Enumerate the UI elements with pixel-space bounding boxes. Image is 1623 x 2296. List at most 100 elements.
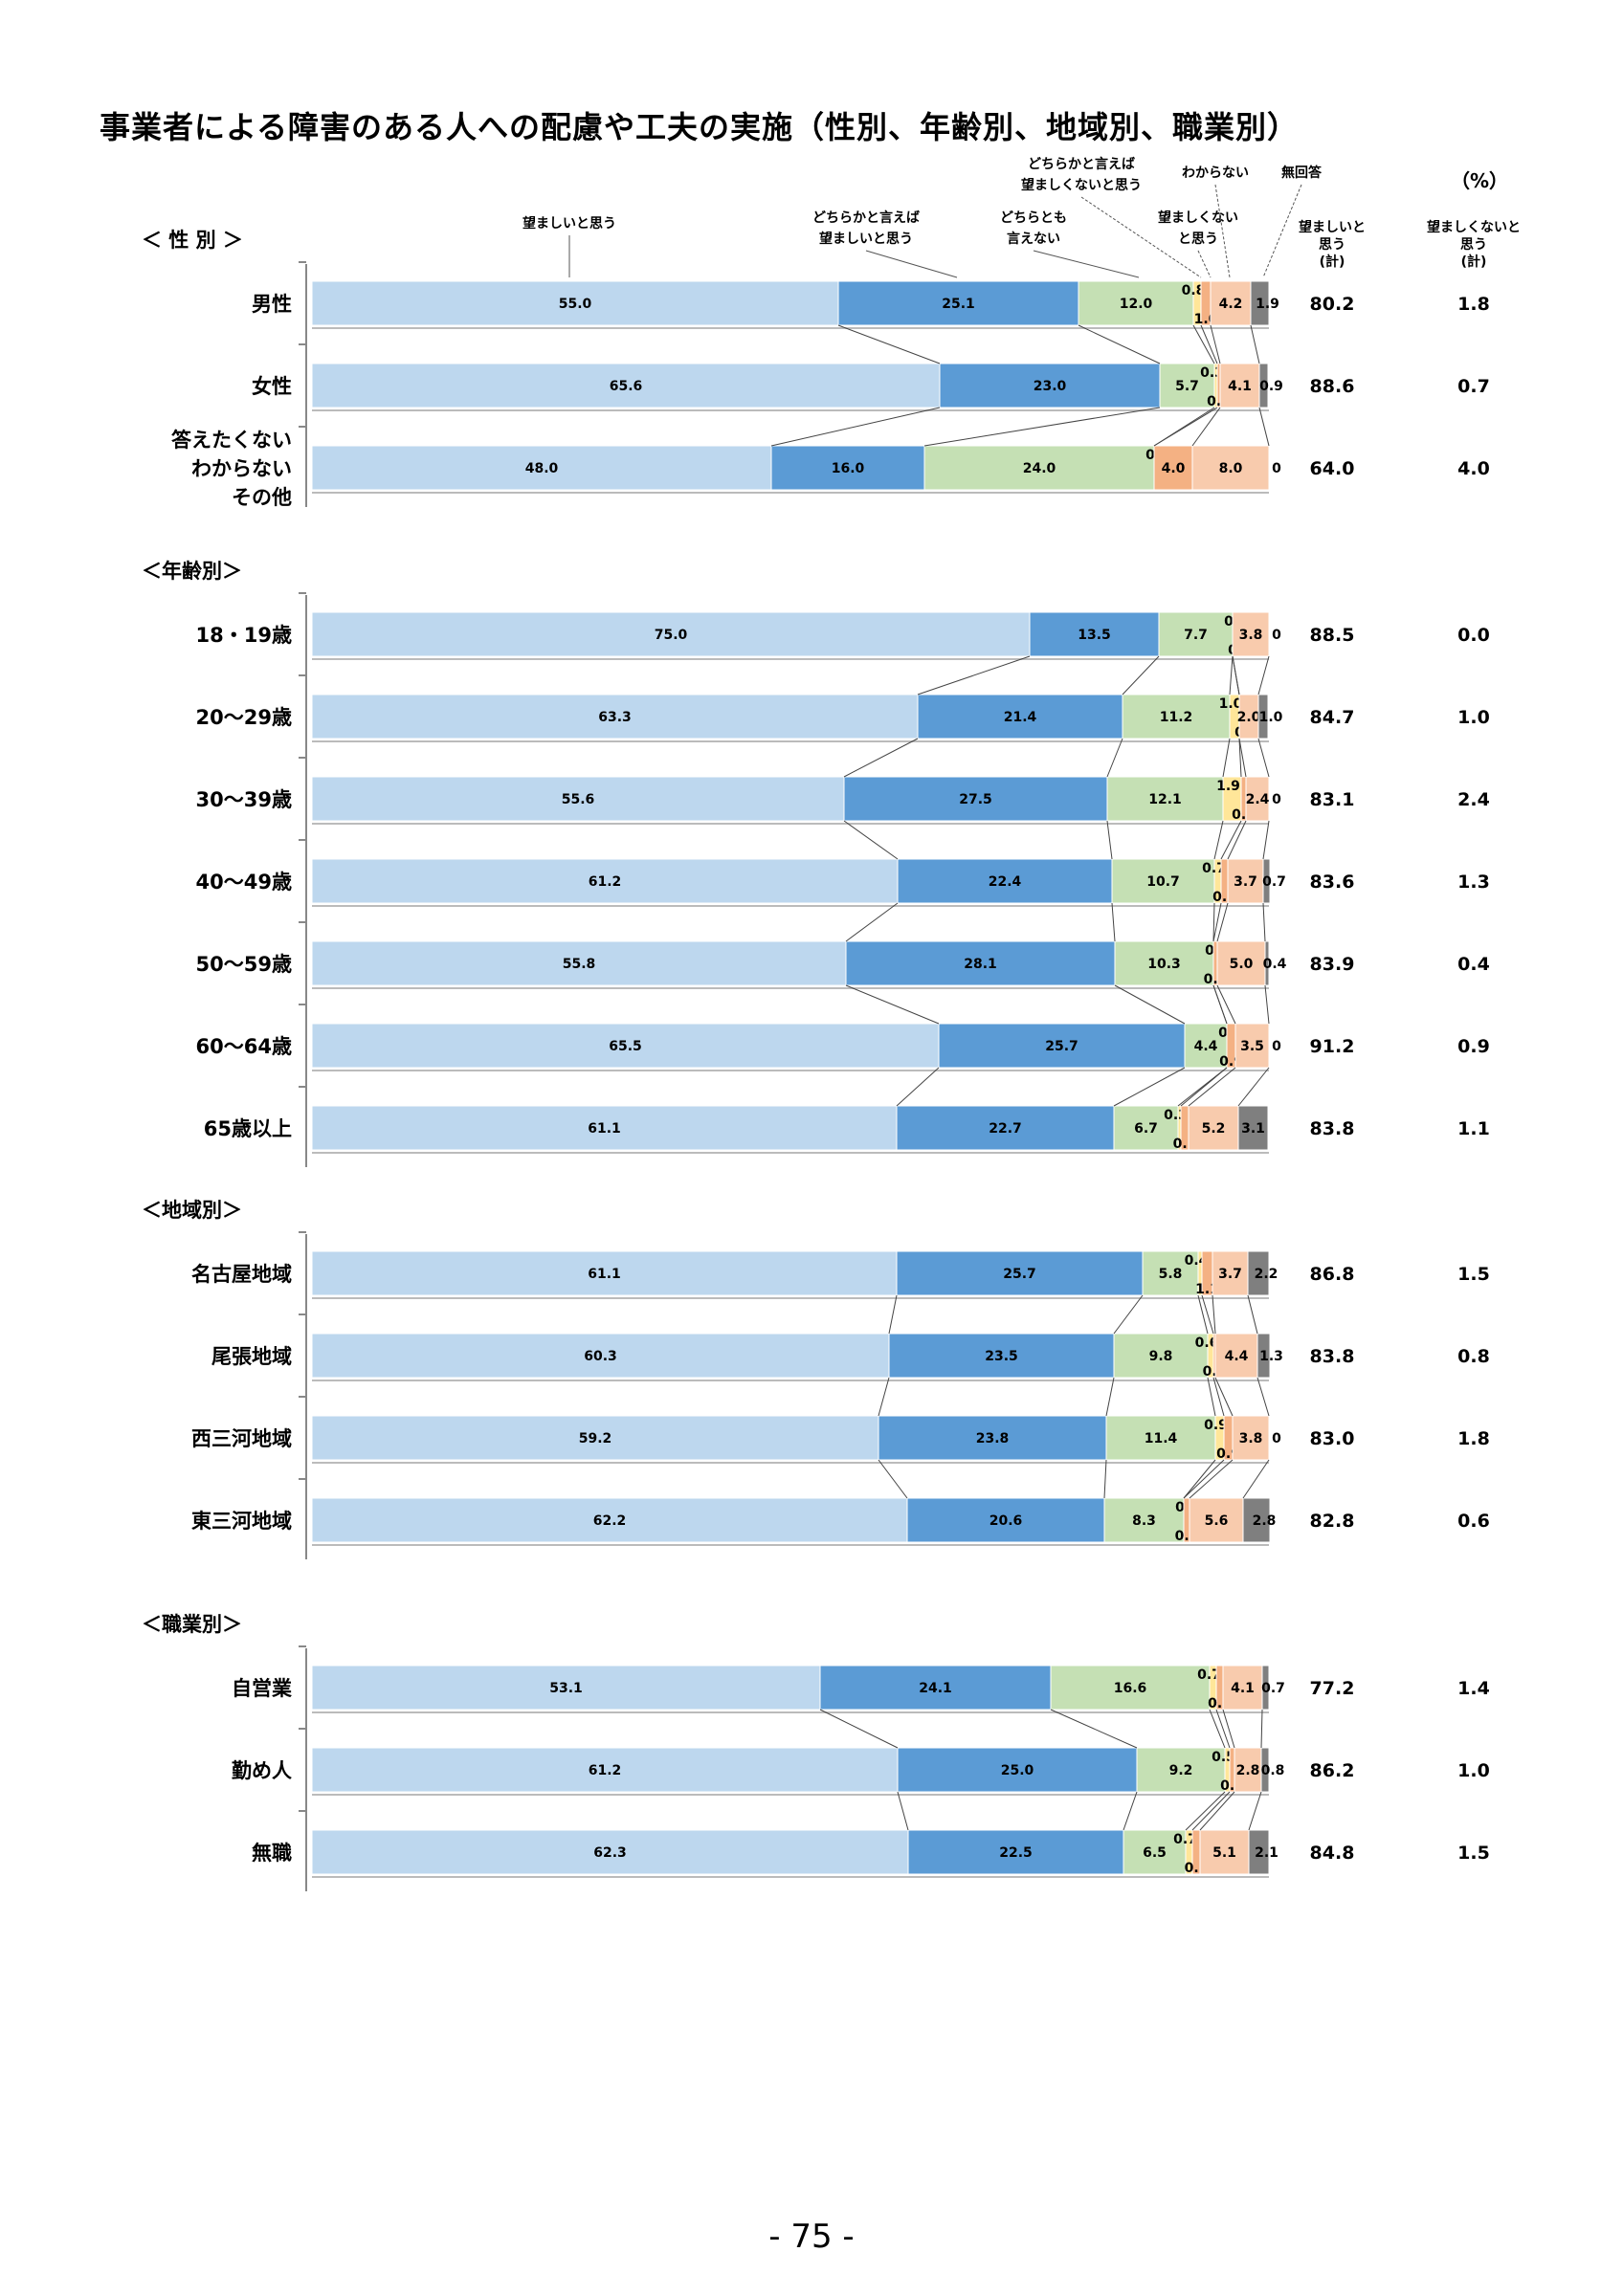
total-bad-value: 4.0 bbox=[1457, 458, 1490, 479]
connector-line bbox=[1229, 655, 1234, 695]
bar-value-label: 1.9 bbox=[1216, 779, 1240, 794]
bar-segment bbox=[907, 1829, 1124, 1875]
legend-label: どちらとも bbox=[1000, 210, 1067, 226]
bar-value-label: 3.8 bbox=[1239, 1431, 1263, 1446]
bar-segment bbox=[311, 1497, 908, 1543]
bar-segment bbox=[1111, 858, 1215, 904]
connector-line bbox=[1212, 1294, 1216, 1335]
stacked-bar-chart: 望ましいと思う どちらかと言えば望ましいと思うどちらとも言えないどちらかと言えば望… bbox=[142, 156, 1521, 1891]
bar-value-label: 21.4 bbox=[1004, 710, 1037, 725]
category-label: 30～39歳 bbox=[196, 788, 292, 811]
bar-segment bbox=[1247, 1250, 1270, 1296]
legend-label: 望ましくないと思う bbox=[1021, 177, 1142, 193]
bar-value-label: 5.0 bbox=[1230, 957, 1254, 972]
bar-segment bbox=[311, 694, 919, 740]
total-bad-value: 1.5 bbox=[1457, 1264, 1490, 1285]
legend-label: 望ましいと思う bbox=[819, 231, 913, 247]
connector-line bbox=[845, 984, 940, 1025]
connector-line bbox=[1050, 1709, 1138, 1749]
connector-line bbox=[845, 902, 899, 942]
total-good-value: 77.2 bbox=[1310, 1678, 1355, 1699]
bar-value-label: 12.1 bbox=[1148, 792, 1182, 807]
connector-line bbox=[1215, 1709, 1231, 1749]
bar-value-label: 0.7 bbox=[1202, 861, 1226, 876]
bar-segment bbox=[837, 280, 1079, 326]
bar-value-label: 20.6 bbox=[989, 1513, 1023, 1529]
connector-line bbox=[843, 738, 919, 778]
bar-value-label: 4.2 bbox=[1219, 297, 1243, 312]
category-label: 東三河地域 bbox=[191, 1510, 292, 1533]
connector-line bbox=[1113, 1067, 1186, 1107]
total-good-value: 83.8 bbox=[1310, 1346, 1355, 1367]
bar-segment bbox=[1216, 940, 1266, 986]
total-good-value: 83.0 bbox=[1310, 1428, 1355, 1449]
bar-value-label: 24.1 bbox=[919, 1681, 952, 1696]
bar-value-label: 0.7 bbox=[1197, 1667, 1221, 1683]
bar-value-label: 4.0 bbox=[1162, 461, 1186, 476]
connector-line bbox=[878, 1459, 908, 1499]
bar-value-label: 61.1 bbox=[588, 1121, 621, 1137]
bar-value-label: 0.8 bbox=[1261, 1763, 1285, 1778]
connector-line bbox=[1113, 1294, 1144, 1335]
connector-line bbox=[1213, 820, 1224, 860]
bar-segment bbox=[1122, 694, 1231, 740]
bar-segment bbox=[1214, 1333, 1258, 1379]
bar-value-label: 22.7 bbox=[989, 1121, 1022, 1137]
bar-value-label: 0.9 bbox=[1259, 379, 1283, 394]
legend-leader-line bbox=[865, 250, 958, 278]
bar-value-label: 0 bbox=[1272, 461, 1281, 476]
bar-value-label: 24.0 bbox=[1023, 461, 1056, 476]
bar-value-label: 25.7 bbox=[1045, 1039, 1078, 1054]
bar-segment bbox=[1159, 363, 1215, 408]
page-title: 事業者による障害のある人への配慮や工夫の実施（性別、年齢別、地域別、職業別） bbox=[100, 109, 1300, 145]
category-label: 男性 bbox=[252, 293, 292, 316]
category-label: わからない bbox=[191, 457, 292, 480]
connector-line bbox=[1238, 738, 1242, 778]
total-bad-value: 0.4 bbox=[1457, 954, 1490, 975]
bar-value-label: 22.5 bbox=[999, 1845, 1033, 1861]
connector-line bbox=[1106, 820, 1113, 860]
bar-value-label: 4.1 bbox=[1231, 1681, 1255, 1696]
bar-value-label: 27.5 bbox=[959, 792, 992, 807]
connector-line bbox=[1114, 984, 1186, 1025]
total-good-value: 88.5 bbox=[1310, 625, 1355, 646]
bar-value-label: 8.0 bbox=[1219, 461, 1243, 476]
total-bad-value: 0.6 bbox=[1457, 1511, 1490, 1532]
bar-value-label: 63.3 bbox=[598, 710, 632, 725]
legend-leader-line bbox=[1197, 250, 1212, 278]
connector-line bbox=[1242, 1459, 1270, 1499]
bar-segment bbox=[1105, 1415, 1216, 1461]
bar-value-label: 65.6 bbox=[610, 379, 643, 394]
bar-segment bbox=[311, 445, 772, 491]
legend-label: と思う bbox=[1178, 232, 1218, 247]
bar-value-label: 10.7 bbox=[1146, 874, 1180, 890]
bar-value-label: 9.2 bbox=[1169, 1763, 1193, 1778]
bar-value-label: 25.0 bbox=[1001, 1763, 1034, 1778]
total-good-value: 64.0 bbox=[1310, 458, 1355, 479]
legend-label: 望ましくない bbox=[1158, 210, 1238, 226]
bar-segment bbox=[1232, 611, 1270, 657]
total-bad-value: 1.0 bbox=[1457, 1760, 1490, 1781]
bar-value-label: 3.7 bbox=[1234, 874, 1257, 890]
bar-value-label: 13.5 bbox=[1078, 628, 1111, 643]
connector-line bbox=[1191, 1791, 1231, 1831]
bar-segment bbox=[843, 776, 1108, 822]
connector-line bbox=[819, 1709, 899, 1749]
category-label: 無職 bbox=[252, 1842, 292, 1865]
bar-value-label: 1.3 bbox=[1259, 1349, 1283, 1364]
bar-value-label: 11.2 bbox=[1160, 710, 1193, 725]
bar-value-label: 0 bbox=[1272, 792, 1281, 807]
connector-line bbox=[878, 1377, 890, 1417]
bar-value-label: 0.7 bbox=[1261, 1681, 1285, 1696]
connector-line bbox=[1260, 1709, 1263, 1749]
bar-value-label: 9.8 bbox=[1149, 1349, 1173, 1364]
bar-value-label: 2.8 bbox=[1236, 1763, 1260, 1778]
connector-line bbox=[923, 407, 1161, 447]
bar-value-label: 11.4 bbox=[1145, 1431, 1178, 1446]
bar-segment bbox=[1029, 611, 1160, 657]
bar-value-label: 0.4 bbox=[1263, 957, 1287, 972]
bar-segment bbox=[311, 940, 847, 986]
bar-value-label: 5.1 bbox=[1212, 1845, 1236, 1861]
bar-value-label: 10.3 bbox=[1147, 957, 1181, 972]
group-header: ＜ 性 別 ＞ bbox=[142, 229, 243, 252]
